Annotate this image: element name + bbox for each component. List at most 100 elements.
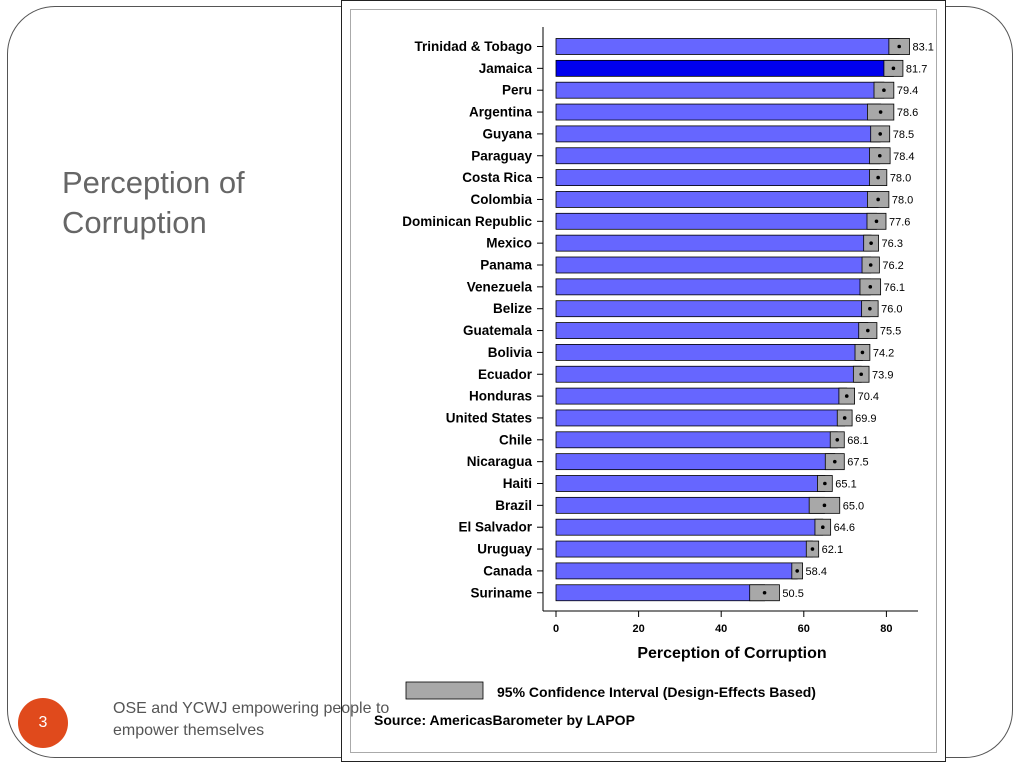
category-label: Trinidad & Tobago [415, 39, 533, 54]
value-label: 81.7 [906, 63, 927, 75]
value-label: 68.1 [847, 435, 868, 447]
value-label: 76.2 [882, 260, 903, 272]
point-estimate [832, 459, 837, 464]
point-estimate [877, 153, 882, 158]
chart-box: Trinidad & Tobago 83.1 Jamaica 81.7 Peru 79.4… [341, 0, 946, 762]
slide-title: Perception of Corruption [62, 163, 322, 243]
value-label: 65.0 [843, 500, 864, 512]
value-label: 74.2 [873, 347, 894, 359]
value-label: 69.9 [855, 413, 876, 425]
footer-line2: empower themselves [113, 722, 265, 739]
bar [555, 191, 879, 208]
point-estimate [868, 285, 873, 289]
bar [555, 300, 871, 318]
value-label: 83.1 [913, 42, 934, 54]
point-estimate [874, 219, 879, 224]
category-label: Paraguay [471, 148, 532, 163]
bar [555, 278, 871, 296]
bar [555, 387, 848, 405]
category-label: Suriname [470, 585, 532, 600]
page-number: 3 [38, 714, 48, 731]
category-label: Chile [499, 432, 532, 447]
point-estimate [878, 132, 883, 136]
bar [555, 38, 900, 55]
point-estimate [897, 44, 902, 49]
bar [555, 562, 798, 580]
value-label: 78.0 [892, 194, 913, 206]
slide-title-line1: Perception of [62, 165, 245, 200]
point-estimate [882, 88, 886, 92]
bar [555, 212, 877, 230]
category-label: Dominican Republic [402, 214, 532, 229]
page-number-badge: 3 [18, 698, 68, 748]
point-estimate [822, 503, 827, 508]
category-label: Nicaragua [467, 454, 533, 469]
point-estimate [869, 241, 873, 245]
category-label: Jamaica [479, 61, 533, 76]
category-label: Haiti [503, 476, 532, 491]
bar [555, 365, 862, 383]
point-estimate [842, 416, 847, 420]
legend-label: 95% Confidence Interval (Design-Effects … [497, 684, 816, 700]
category-label: United States [446, 410, 532, 425]
point-estimate [868, 263, 873, 267]
value-label: 76.3 [882, 238, 903, 250]
x-tick-label: 80 [880, 623, 892, 635]
bar [555, 409, 846, 427]
value-label: 64.6 [834, 522, 855, 534]
point-estimate [891, 66, 896, 71]
category-label: Colombia [470, 192, 532, 207]
x-tick-label: 20 [632, 623, 644, 635]
point-estimate [762, 590, 767, 595]
legend-swatch [405, 681, 484, 700]
point-estimate [810, 547, 815, 551]
point-estimate [823, 481, 827, 486]
bar [555, 584, 765, 602]
category-label: Venezuela [467, 279, 533, 294]
chart-inner-border [350, 9, 937, 753]
bar [555, 475, 826, 492]
x-tick-label: 60 [798, 623, 810, 635]
value-label: 70.4 [858, 391, 879, 403]
category-label: Bolivia [488, 345, 533, 360]
value-label: 76.0 [881, 304, 902, 316]
value-label: 76.1 [884, 282, 905, 294]
slide-title-line2: Corruption [62, 205, 207, 240]
category-label: El Salvador [458, 520, 532, 535]
bar [555, 540, 813, 558]
value-label: 78.0 [890, 173, 911, 185]
value-label: 65.1 [835, 479, 856, 491]
value-label: 73.9 [872, 369, 893, 381]
bar [555, 125, 881, 143]
category-label: Panama [480, 258, 532, 273]
footer-line1: OSE and YCWJ empowering people to [113, 700, 390, 717]
value-label: 78.5 [893, 129, 914, 141]
source-note: Source: AmericasBarometer by LAPOP [374, 712, 635, 728]
point-estimate [844, 394, 849, 398]
bar [555, 496, 825, 514]
category-label: Brazil [495, 498, 532, 513]
bar [555, 147, 881, 165]
category-label: Uruguay [477, 542, 532, 557]
point-estimate [795, 569, 799, 573]
x-axis-label: Perception of Corruption [637, 645, 826, 662]
point-estimate [860, 350, 865, 355]
bar [555, 234, 872, 252]
category-label: Costa Rica [462, 170, 532, 185]
category-label: Honduras [469, 389, 532, 404]
bar [555, 343, 863, 361]
point-estimate [876, 175, 880, 180]
category-label: Belize [493, 301, 533, 316]
value-label: 75.5 [880, 326, 901, 338]
point-estimate [835, 438, 840, 442]
x-tick-label: 40 [715, 623, 727, 635]
value-label: 79.4 [897, 85, 918, 97]
bar [555, 431, 838, 449]
bar [555, 322, 869, 339]
category-label: Mexico [486, 236, 532, 251]
point-estimate [876, 197, 880, 202]
category-label: Guatemala [463, 323, 533, 338]
bar [555, 81, 885, 99]
value-label: 58.4 [806, 566, 827, 578]
bar [555, 169, 879, 187]
